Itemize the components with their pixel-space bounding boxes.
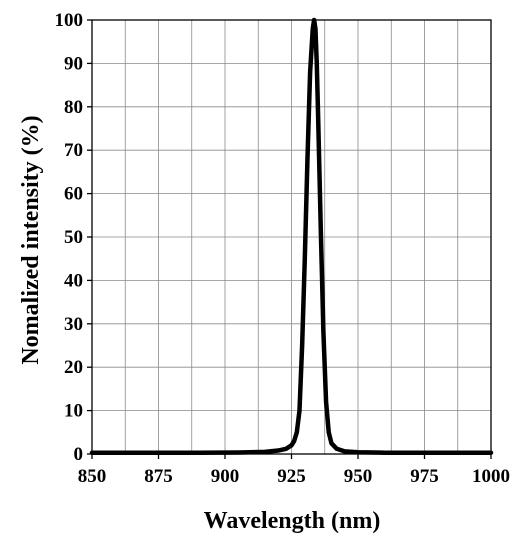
- y-axis-title: Nomalized intensity (%): [18, 115, 44, 364]
- y-tick-label: 30: [64, 314, 83, 335]
- spectrum-line: [89, 17, 494, 455]
- x-tick-label: 975: [410, 466, 439, 487]
- y-tick-label: 10: [64, 401, 83, 422]
- y-tick-label: 20: [64, 357, 83, 378]
- y-tick-label: 50: [64, 227, 83, 248]
- x-tick-label: 950: [344, 466, 373, 487]
- x-tick-label: 1000: [472, 466, 510, 487]
- x-tick-label: 900: [211, 466, 240, 487]
- label-layer: 850 875 900 925 950 975 1000 0 10 20 30 40 50 60 70 80 9…: [55, 10, 511, 487]
- x-tick-label: 925: [277, 466, 306, 487]
- x-axis-title: Wavelength (nm): [204, 508, 381, 534]
- y-tick-label: 60: [64, 184, 83, 205]
- y-tick-label: 70: [64, 140, 83, 161]
- y-tick-label: 40: [64, 270, 83, 291]
- y-tick-label: 90: [64, 53, 83, 74]
- y-tick-label: 100: [55, 10, 84, 31]
- y-tick-label: 80: [64, 97, 83, 118]
- tick-layer: [87, 19, 492, 459]
- x-tick-label: 850: [78, 466, 107, 487]
- y-tick-label: 0: [74, 444, 84, 465]
- x-tick-label: 875: [144, 466, 173, 487]
- line-layer: [89, 17, 494, 455]
- grid-layer: [92, 20, 491, 454]
